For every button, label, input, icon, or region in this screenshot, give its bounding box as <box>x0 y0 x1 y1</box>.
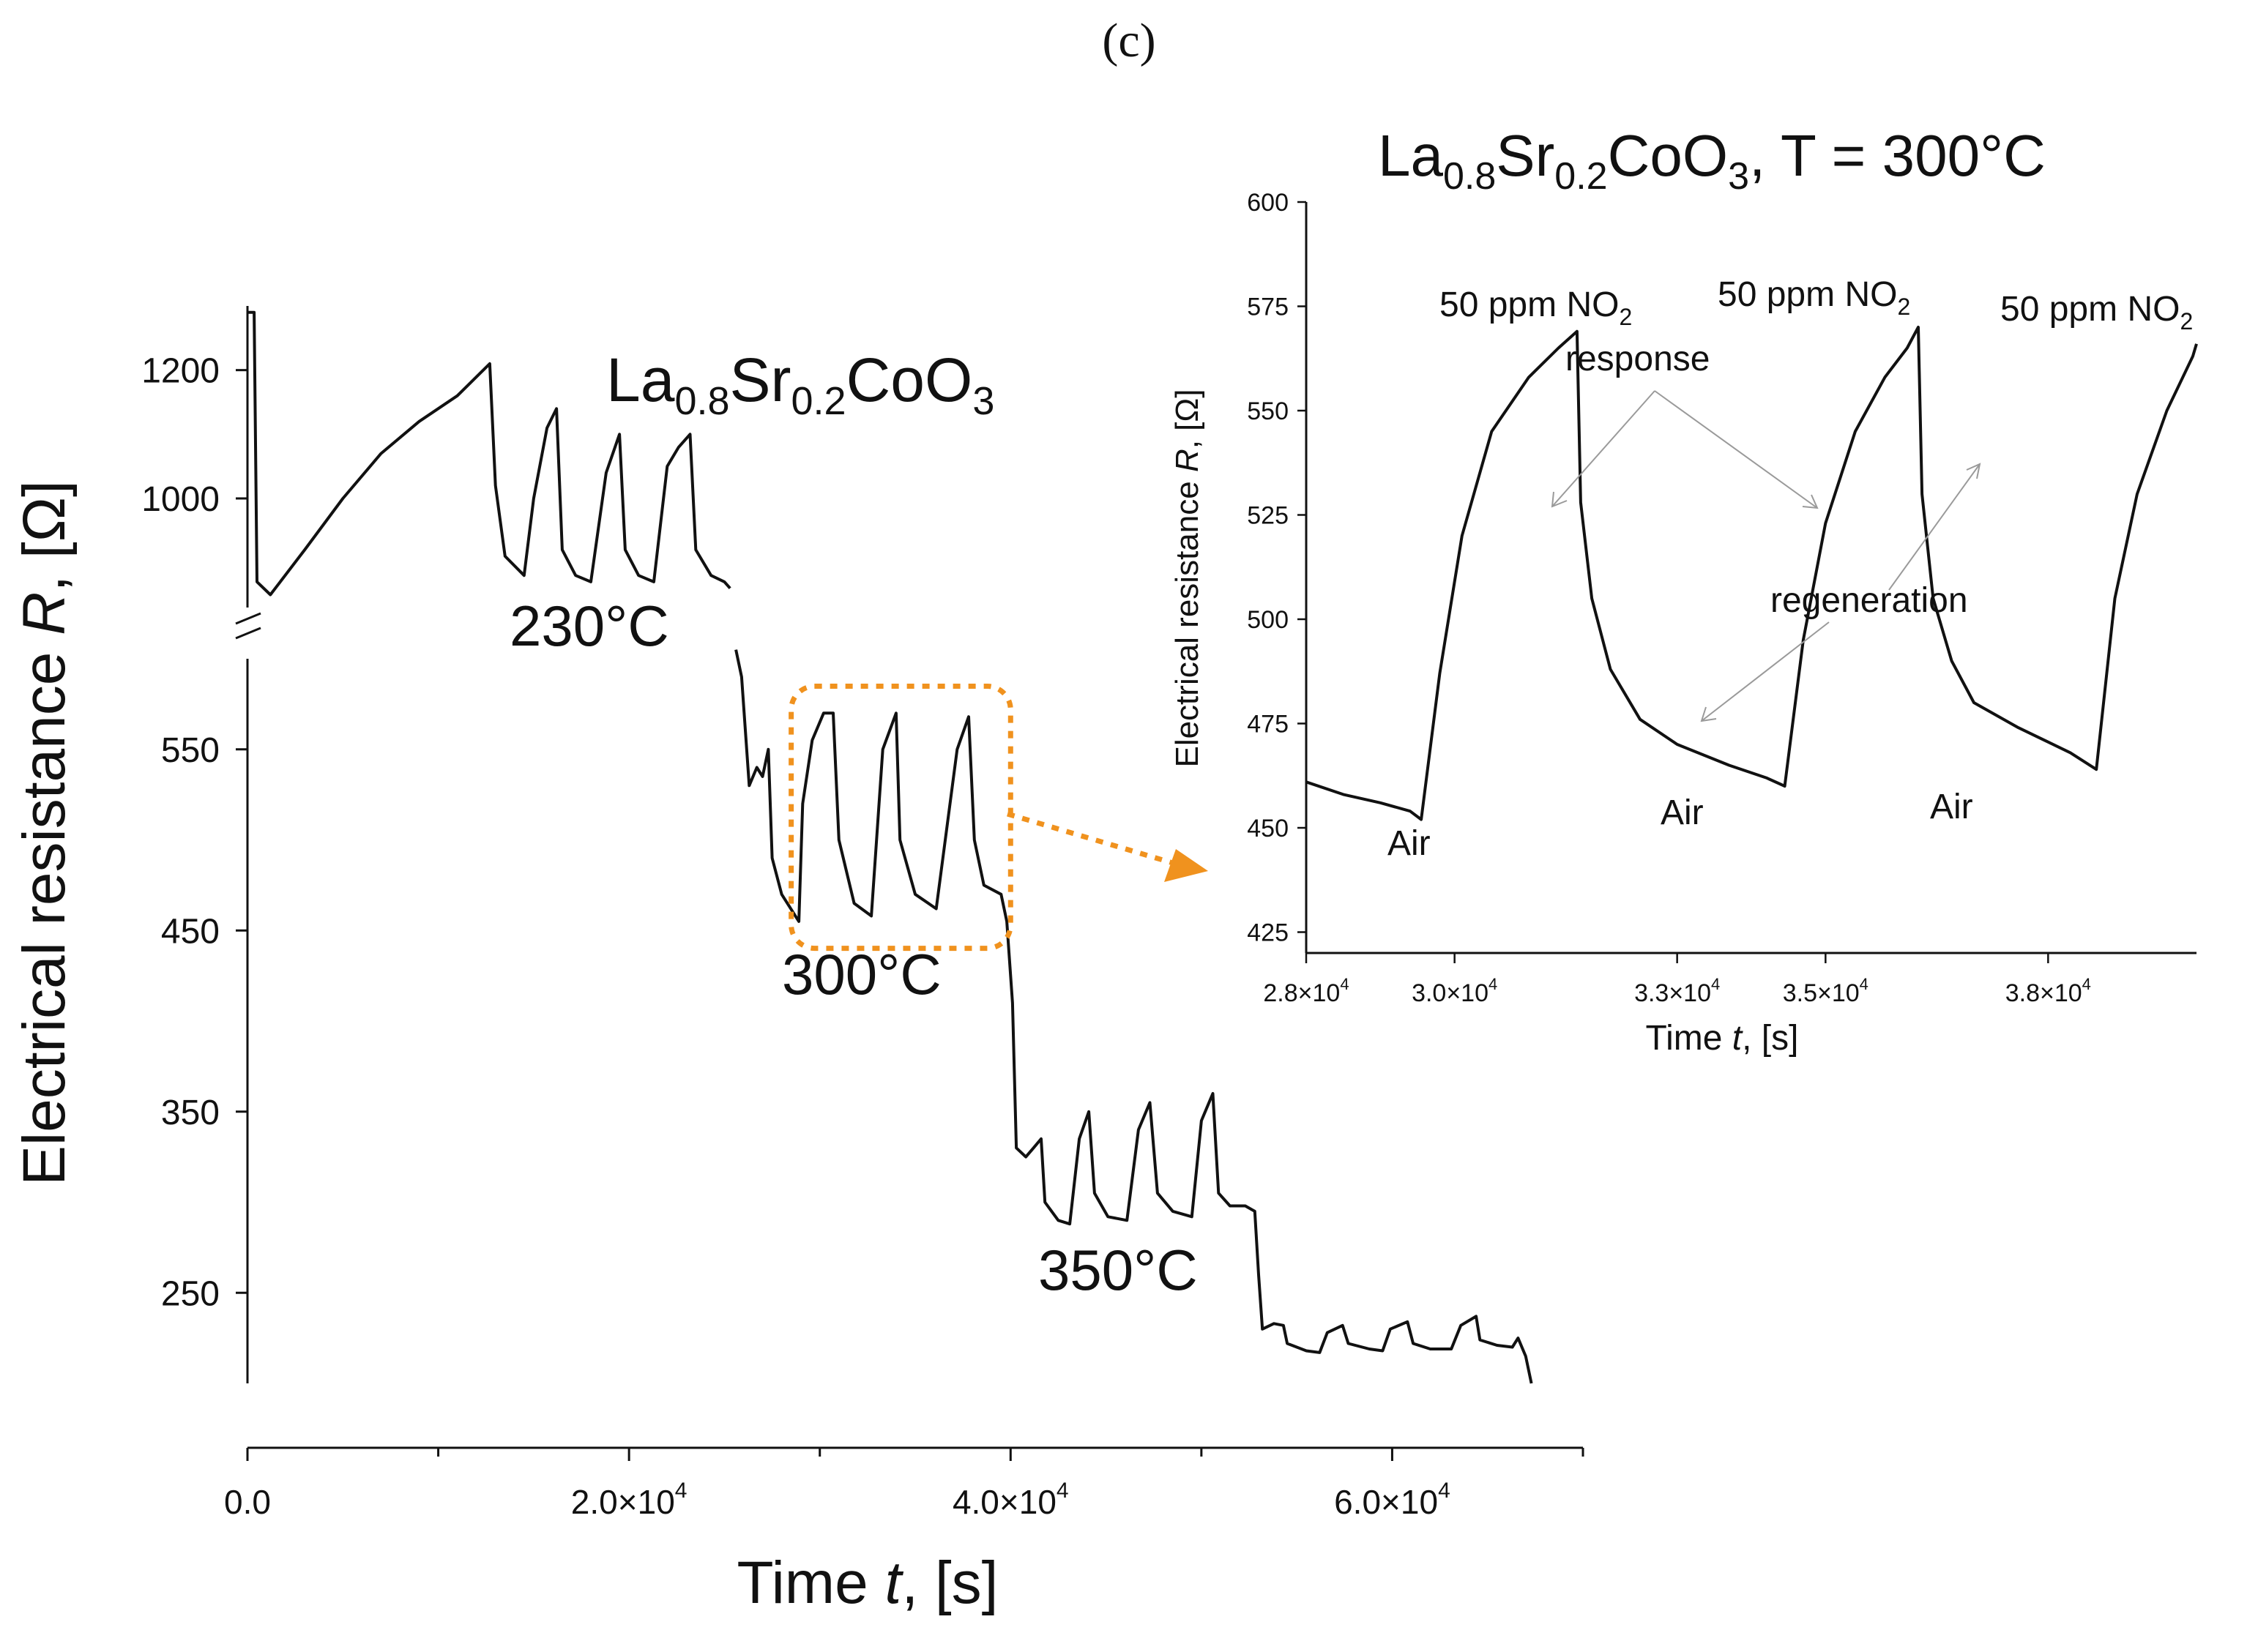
inset-y-ticks: 425 450 475 500 525 550 575 600 <box>1247 189 1306 947</box>
inset-y-tick-label: 575 <box>1247 294 1289 321</box>
main-x-tick-label: 6.0×104 <box>1334 1479 1450 1521</box>
air-label-2: Air <box>1661 793 1704 832</box>
gas-label-3: 50 ppm NO2 <box>2000 290 2193 334</box>
inset-chart: 425 450 475 500 525 550 575 600 2.8×104 3.0×104 3… <box>1169 123 2198 1058</box>
main-chart: 1000 1200 250 350 450 550 0.0 2.0×104 4.0×104 6.… <box>11 306 1584 1616</box>
highlight-box <box>789 684 1013 952</box>
main-x-ticks: 0.0 2.0×104 4.0×104 6.0×104 <box>224 1448 1584 1521</box>
air-label-3: Air <box>1930 788 1973 826</box>
inset-x-ticks: 2.8×104 3.0×104 3.3×104 3.5×104 3.8×104 <box>1263 953 2091 1007</box>
main-y-tick-label: 250 <box>161 1274 220 1313</box>
annotation-arrows <box>1551 390 1981 722</box>
highlight-arrow <box>1007 811 1208 882</box>
air-label-1: Air <box>1387 824 1431 863</box>
gas-label-2: 50 ppm NO2 <box>1718 275 1910 320</box>
inset-y-tick-label: 475 <box>1247 711 1289 739</box>
main-x-axis-label: Time t, [s] <box>737 1550 999 1616</box>
main-y-tick-label: 550 <box>161 731 220 770</box>
panel-label: (c) <box>1102 14 1156 67</box>
inset-y-tick-label: 425 <box>1247 919 1289 947</box>
main-series-line-1 <box>247 310 731 597</box>
annotation-230c: 230°C <box>510 594 669 658</box>
inset-chart-title: La0.8Sr0.2CoO3, T = 300°C <box>1378 123 2046 198</box>
main-x-tick-label: 0.0 <box>224 1483 271 1521</box>
main-y-tick-label: 1200 <box>141 352 220 391</box>
inset-y-tick-label: 450 <box>1247 815 1289 842</box>
main-y-tick-label: 350 <box>161 1094 220 1132</box>
inset-y-tick-label: 525 <box>1247 502 1289 530</box>
main-y-axis-break <box>235 612 261 640</box>
inset-y-tick-label: 500 <box>1247 606 1289 634</box>
main-series-group <box>247 310 1533 1384</box>
inset-y-tick-label: 600 <box>1247 189 1289 217</box>
main-y-axis-label: Electrical resistance R, [Ω] <box>11 480 78 1186</box>
main-y-tick-label: 1000 <box>141 480 220 519</box>
annotation-350c: 350°C <box>1038 1238 1198 1302</box>
inset-x-tick-label: 3.0×104 <box>1412 975 1497 1007</box>
gas-label-1: 50 ppm NO2 <box>1439 285 1632 330</box>
inset-x-tick-label: 3.3×104 <box>1634 975 1720 1007</box>
main-y-ticks: 1000 1200 250 350 450 550 <box>141 352 247 1313</box>
main-x-tick-label: 2.0×104 <box>571 1479 688 1521</box>
main-x-tick-label: 4.0×104 <box>953 1479 1069 1521</box>
inset-y-axis-label: Electrical resistance R, [Ω] <box>1169 389 1205 767</box>
inset-x-tick-label: 3.8×104 <box>2005 975 2091 1007</box>
inset-x-axis-label: Time t, [s] <box>1646 1019 1799 1058</box>
main-chart-title: La0.8Sr0.2CoO3 <box>606 345 994 423</box>
inset-series-group <box>1305 326 2198 821</box>
annotation-300c: 300°C <box>782 942 942 1006</box>
response-label: response <box>1565 340 1710 378</box>
inset-series-line-1 <box>1305 326 2198 821</box>
inset-y-tick-label: 550 <box>1247 397 1289 425</box>
inset-x-tick-label: 2.8×104 <box>1263 975 1349 1007</box>
regeneration-label: regeneration <box>1770 581 1968 620</box>
inset-x-tick-label: 3.5×104 <box>1783 975 1868 1007</box>
main-series-line-2 <box>734 649 1533 1384</box>
main-y-tick-label: 450 <box>161 912 220 951</box>
